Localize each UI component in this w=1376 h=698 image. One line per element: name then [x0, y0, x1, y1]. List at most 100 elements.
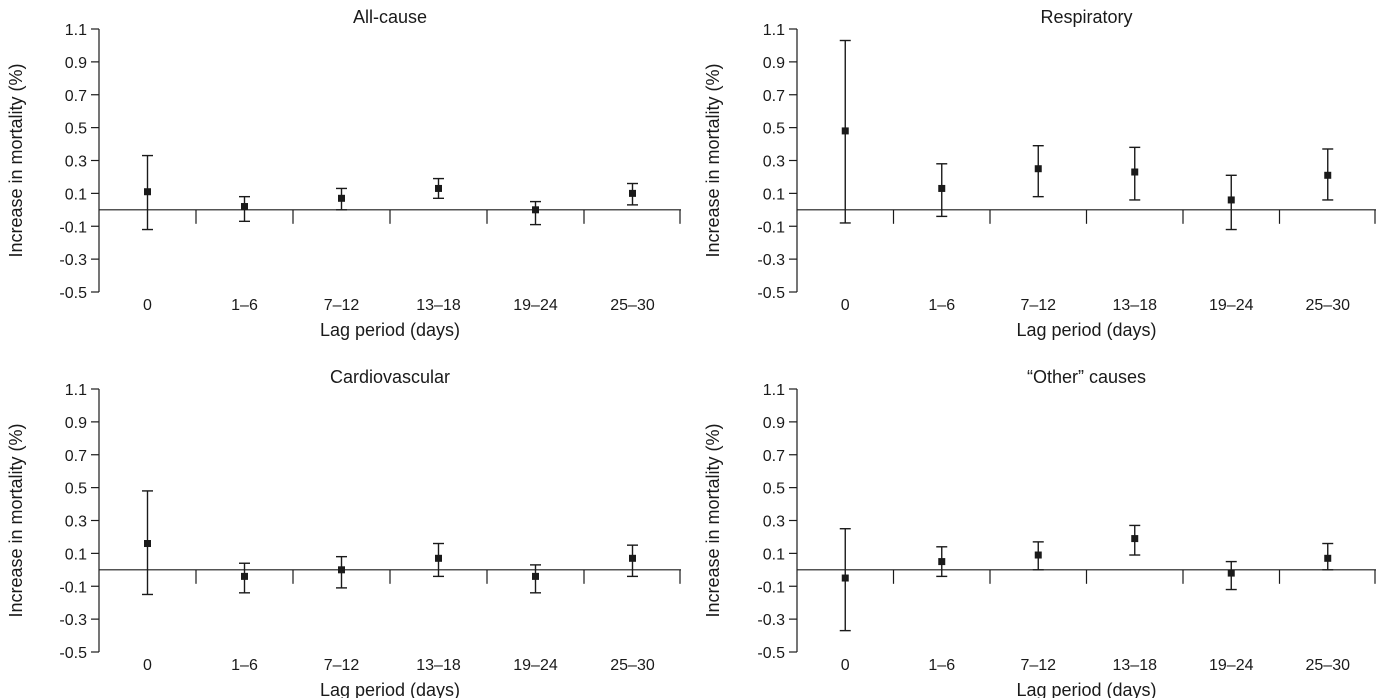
y-tick-label: 0.7: [763, 88, 785, 105]
y-tick-label: -0.1: [757, 579, 785, 596]
x-tick-label: 25–30: [610, 657, 655, 674]
y-tick-label: -0.3: [59, 612, 87, 629]
y-tick-label: 0.7: [763, 448, 785, 465]
x-tick-label: 1–6: [928, 657, 955, 674]
point-estimate-marker: [1131, 168, 1139, 176]
point-estimate-marker: [144, 188, 151, 196]
x-axis-label: Lag period (days): [1016, 680, 1156, 698]
x-axis-label: Lag period (days): [320, 320, 460, 340]
x-tick-label: 25–30: [610, 297, 655, 314]
y-tick-label: 0.9: [763, 55, 785, 72]
x-tick-label: 19–24: [513, 297, 558, 314]
x-tick-label: 7–12: [324, 657, 360, 674]
x-axis-label: Lag period (days): [1016, 320, 1156, 340]
y-axis-label: Increase in mortality (%): [703, 63, 723, 257]
x-tick-label: 7–12: [1020, 657, 1056, 674]
x-tick-label: 0: [143, 657, 152, 674]
chart-panel-2: Respiratory 1.1 0.9 0.7 0.5 0.3 0.1 -0.1 -0.3 -0.…: [703, 7, 1376, 340]
y-tick-label: 0.1: [763, 186, 785, 203]
x-tick-label: 13–18: [1113, 657, 1158, 674]
chart-title: Respiratory: [1040, 7, 1132, 27]
chart-panel-3: Cardiovascular 1.1 0.9 0.7 0.5 0.3 0.1 -0.1 -0.3…: [6, 367, 681, 698]
point-estimate-marker: [144, 540, 151, 548]
y-axis-label: Increase in mortality (%): [6, 63, 26, 257]
x-tick-label: 7–12: [324, 297, 360, 314]
y-tick-label: 0.3: [65, 514, 87, 531]
point-estimate-marker: [1034, 551, 1042, 559]
x-tick-label: 13–18: [416, 657, 461, 674]
y-tick-label: 0.9: [65, 55, 87, 72]
x-tick-label: 1–6: [928, 297, 955, 314]
point-estimate-marker: [338, 566, 345, 574]
y-tick-label: -0.3: [59, 252, 87, 269]
point-estimate-marker: [938, 184, 946, 192]
y-tick-label: 0.9: [65, 415, 87, 432]
y-tick-label: 0.3: [763, 514, 785, 531]
x-tick-label: 13–18: [1113, 297, 1158, 314]
x-tick-label: 19–24: [1209, 657, 1254, 674]
y-tick-label: 1.1: [763, 382, 785, 399]
y-tick-label: 0.5: [65, 481, 87, 498]
y-tick-label: -0.3: [757, 252, 785, 269]
x-tick-label: 1–6: [231, 657, 258, 674]
point-estimate-marker: [241, 203, 248, 211]
y-tick-label: 1.1: [763, 22, 785, 39]
y-tick-label: 0.1: [763, 546, 785, 563]
y-tick-label: -0.5: [757, 285, 785, 302]
y-tick-label: -0.1: [757, 219, 785, 236]
y-tick-label: 1.1: [65, 382, 87, 399]
chart-panel-1: All-cause 1.1 0.9 0.7 0.5 0.3 0.1 -0.1 -0.3 -0.5 0…: [6, 7, 681, 340]
x-tick-label: 13–18: [416, 297, 461, 314]
x-tick-label: 0: [841, 297, 850, 314]
y-tick-label: 0.3: [763, 154, 785, 171]
point-estimate-marker: [435, 184, 442, 192]
y-tick-label: 0.5: [763, 481, 785, 498]
y-tick-label: 1.1: [65, 22, 87, 39]
x-tick-label: 0: [841, 657, 850, 674]
x-tick-label: 25–30: [1306, 297, 1351, 314]
point-estimate-marker: [435, 554, 442, 562]
point-estimate-marker: [841, 574, 849, 582]
point-estimate-marker: [1034, 165, 1042, 173]
y-tick-label: -0.1: [59, 579, 87, 596]
chart-title: All-cause: [353, 7, 427, 27]
point-estimate-marker: [629, 554, 636, 562]
y-tick-label: 0.9: [763, 415, 785, 432]
y-tick-label: -0.5: [59, 645, 87, 662]
point-estimate-marker: [532, 206, 539, 214]
y-tick-label: 0.5: [65, 121, 87, 138]
point-estimate-marker: [1227, 196, 1235, 204]
chart-panel-4: “Other” causes 1.1 0.9 0.7 0.5 0.3 0.1 -0.1 -0.3…: [703, 367, 1376, 698]
y-tick-label: 0.1: [65, 186, 87, 203]
point-estimate-marker: [532, 572, 539, 580]
x-tick-label: 19–24: [1209, 297, 1254, 314]
point-estimate-marker: [629, 189, 636, 197]
x-tick-label: 1–6: [231, 297, 258, 314]
x-tick-label: 7–12: [1020, 297, 1056, 314]
y-tick-label: -0.5: [59, 285, 87, 302]
y-tick-label: 0.3: [65, 154, 87, 171]
point-estimate-marker: [338, 194, 345, 202]
y-tick-label: 0.7: [65, 448, 87, 465]
y-tick-label: 0.1: [65, 546, 87, 563]
x-tick-label: 25–30: [1306, 657, 1351, 674]
y-tick-label: 0.5: [763, 121, 785, 138]
x-tick-label: 19–24: [513, 657, 558, 674]
chart-title: “Other” causes: [1027, 367, 1146, 387]
point-estimate-marker: [841, 127, 849, 135]
y-tick-label: -0.3: [757, 612, 785, 629]
y-tick-label: 0.7: [65, 88, 87, 105]
point-estimate-marker: [1227, 569, 1235, 577]
x-axis-label: Lag period (days): [320, 680, 460, 698]
x-tick-label: 0: [143, 297, 152, 314]
point-estimate-marker: [1131, 535, 1139, 543]
point-estimate-marker: [1324, 171, 1332, 179]
y-tick-label: -0.5: [757, 645, 785, 662]
point-estimate-marker: [938, 558, 946, 566]
point-estimate-marker: [241, 572, 248, 580]
chart-title: Cardiovascular: [330, 367, 450, 387]
y-tick-label: -0.1: [59, 219, 87, 236]
y-axis-label: Increase in mortality (%): [6, 423, 26, 617]
y-axis-label: Increase in mortality (%): [703, 423, 723, 617]
